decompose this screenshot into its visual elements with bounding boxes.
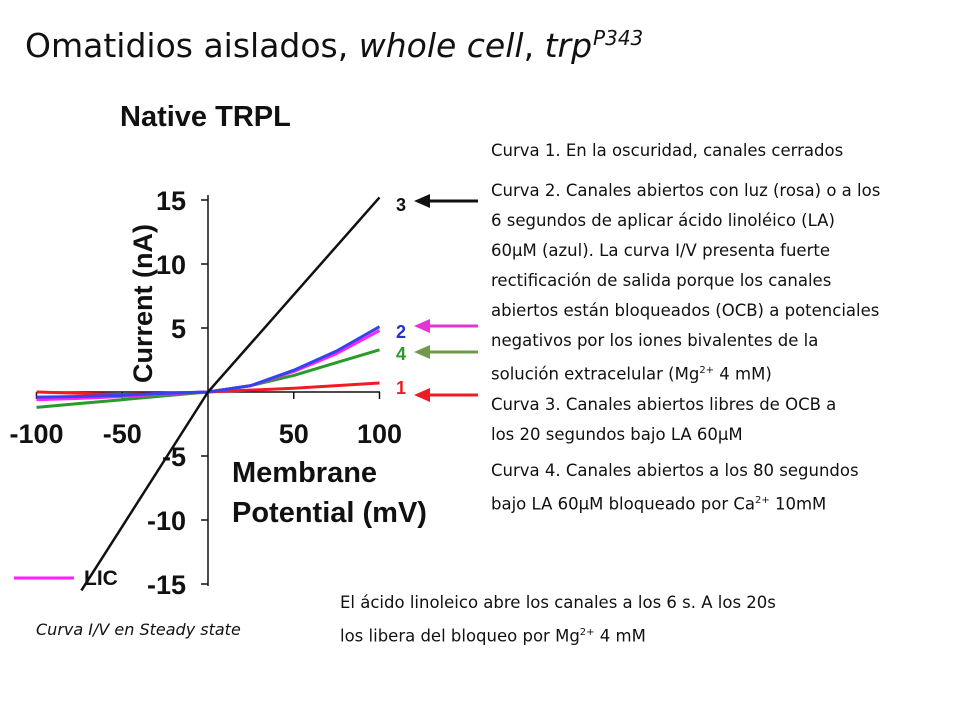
note-c2-line5: abiertos están bloqueados (OCB) a potenc… xyxy=(491,301,880,320)
y-tick-label: 10 xyxy=(156,250,186,280)
bottom-note: El ácido linoleico abre los canales a lo… xyxy=(340,588,776,652)
arrow-head-1 xyxy=(414,388,430,402)
chart-title: Native TRPL xyxy=(120,101,291,133)
bottom-note-line2-sup: 2+ xyxy=(579,627,595,638)
arrow-head-4 xyxy=(414,345,430,359)
title-superscript: P343 xyxy=(593,26,644,50)
note-c3-line1: Curva 3. Canales abiertos libres de OCB … xyxy=(491,395,837,414)
y-tick-label: -15 xyxy=(147,570,186,600)
note-c2-line6: negativos por los iones bivalentes de la xyxy=(491,331,819,350)
title-main: Omatidios aislados, xyxy=(25,26,359,65)
arrow-head-3 xyxy=(414,194,430,208)
note-curve-4: Curva 4. Canales abiertos a los 80 segun… xyxy=(491,456,859,520)
note-c4-line2: bajo LA 60μM bloqueado por Ca2+ 10mM xyxy=(491,486,859,520)
y-tick-label: -10 xyxy=(147,506,186,536)
note-c4-line2-sup: 2+ xyxy=(754,495,770,506)
bottom-note-line2-b: 4 mM xyxy=(594,626,646,646)
y-axis-label: Current (nA) xyxy=(128,224,158,383)
y-tick-label: 15 xyxy=(156,186,186,216)
x-tick-label: 100 xyxy=(357,419,402,449)
note-c4-line2-a: bajo LA 60μM bloqueado por Ca xyxy=(491,494,755,514)
legend: LIC xyxy=(14,567,118,590)
series-line-3 xyxy=(80,196,381,592)
x-axis-label-line2: Potential (mV) xyxy=(232,497,427,529)
chart-series xyxy=(36,196,381,592)
bottom-note-line2: los libera del bloqueo por Mg2+ 4 mM xyxy=(340,618,776,652)
bottom-note-line2-a: los libera del bloqueo por Mg xyxy=(340,626,580,646)
x-tick-label: 50 xyxy=(279,419,309,449)
note-c2-line7-a: solución extracelular (Mg xyxy=(491,364,700,384)
x-axis-label-line1: Membrane xyxy=(232,457,377,489)
curve-label-2: 2 xyxy=(396,322,406,342)
x-tick-label: -50 xyxy=(103,419,142,449)
slide-title: Omatidios aislados, whole cell, trpP343 xyxy=(25,26,643,65)
note-c2-line1: Curva 2. Canales abiertos con luz (rosa)… xyxy=(491,181,881,200)
note-c2-line7-sup: 2+ xyxy=(699,365,715,376)
legend-label: LIC xyxy=(84,567,118,590)
curve-arrows: 3 24 1 xyxy=(396,194,478,402)
note-curve-1: Curva 1. En la oscuridad, canales cerrad… xyxy=(491,136,843,166)
title-trp: trp xyxy=(544,26,593,65)
note-c4-line1: Curva 4. Canales abiertos a los 80 segun… xyxy=(491,461,859,480)
x-tick-label: -100 xyxy=(9,419,63,449)
arrow-head-2 xyxy=(414,319,430,333)
note-c2-line7-b: 4 mM) xyxy=(714,364,772,384)
curve-label-4: 4 xyxy=(396,344,406,364)
title-italic: whole cell xyxy=(358,26,524,65)
curve-label-3: 3 xyxy=(396,195,406,215)
note-curve-2: Curva 2. Canales abiertos con luz (rosa)… xyxy=(491,176,880,390)
note-c2-line4: rectificación de salida porque los canal… xyxy=(491,271,832,290)
note-c2-line2: 6 segundos de aplicar ácido linoléico (L… xyxy=(491,211,835,230)
y-tick-label: 5 xyxy=(171,314,186,344)
note-c3-line2: los 20 segundos bajo LA 60μM xyxy=(491,425,743,444)
steady-state-caption: Curva I/V en Steady state xyxy=(36,620,241,639)
bottom-note-line1: El ácido linoleico abre los canales a lo… xyxy=(340,593,776,612)
note-c2-line7: solución extracelular (Mg2+ 4 mM) xyxy=(491,356,880,390)
curve-label-1: 1 xyxy=(396,378,406,398)
note-c2-line3: 60μM (azul). La curva I/V presenta fuert… xyxy=(491,241,830,260)
title-sep: , xyxy=(523,26,545,65)
note-c1: Curva 1. En la oscuridad, canales cerrad… xyxy=(491,141,844,160)
note-curve-3: Curva 3. Canales abiertos libres de OCB … xyxy=(491,390,836,450)
note-c4-line2-b: 10mM xyxy=(769,494,827,514)
